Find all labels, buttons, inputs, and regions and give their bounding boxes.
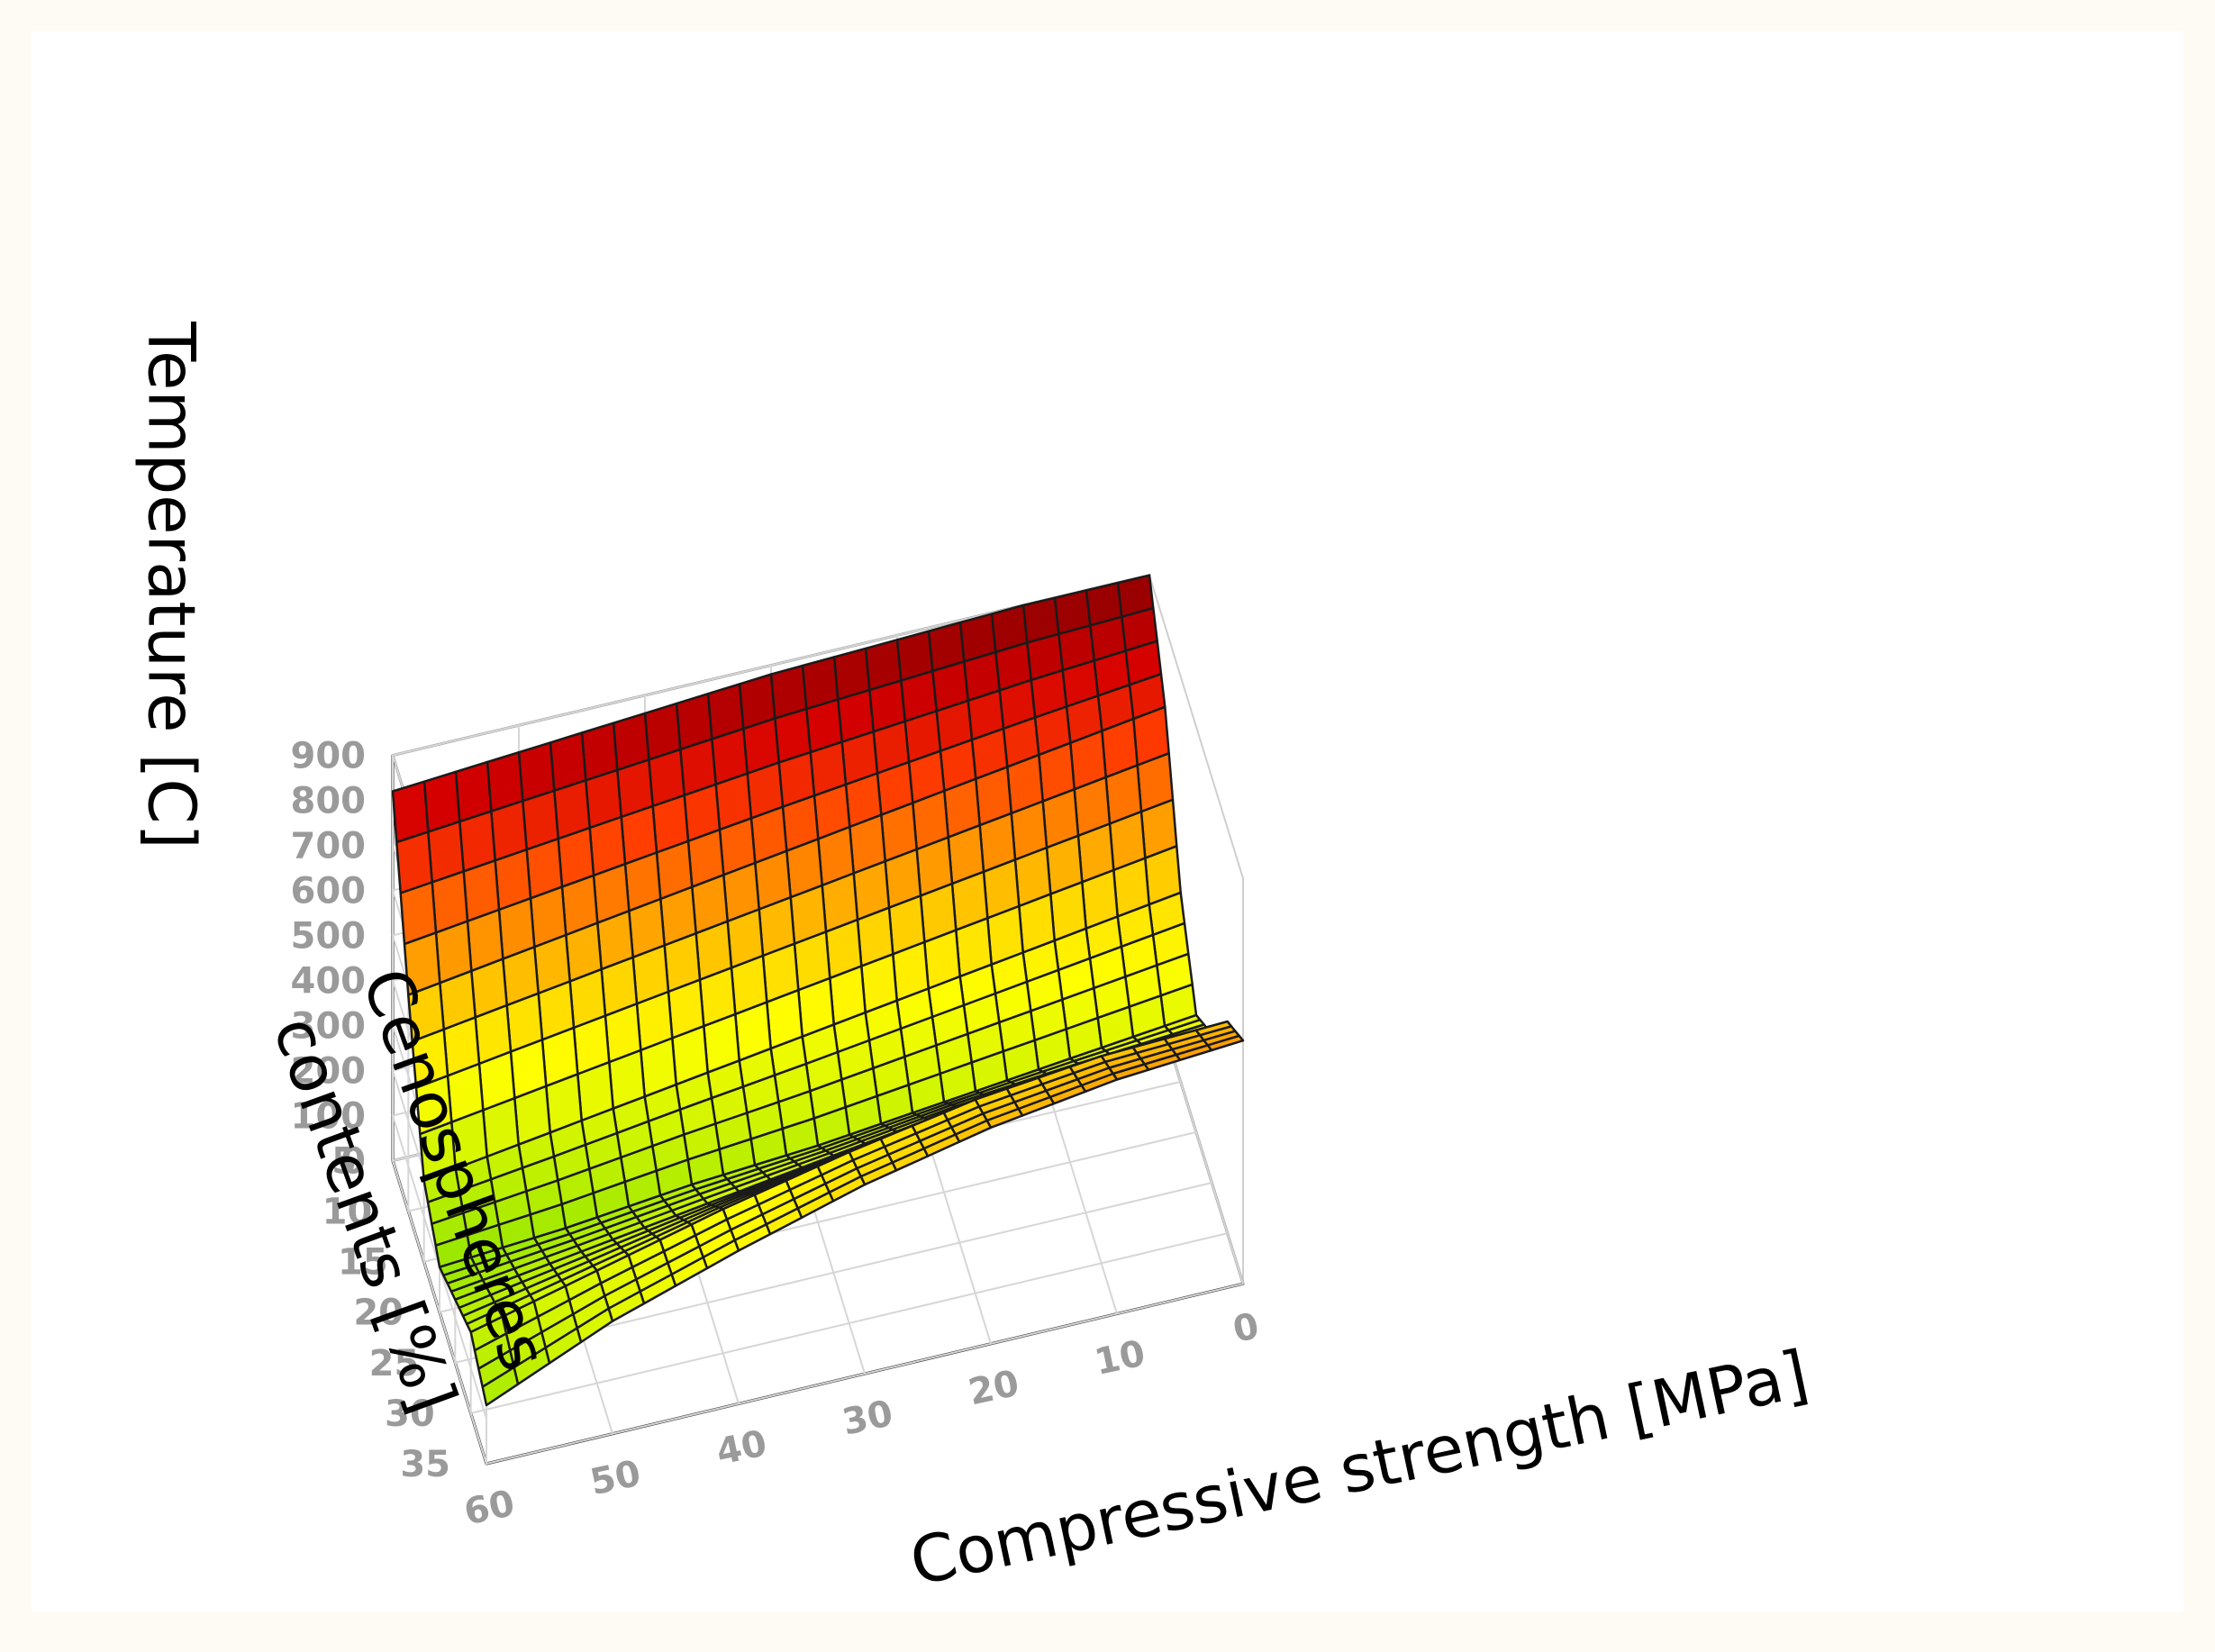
y-tick-label: 35 bbox=[400, 1444, 450, 1485]
z-tick-label: 300 bbox=[290, 1005, 366, 1047]
surface-mesh bbox=[391, 574, 1245, 1407]
z-axis-title: Temperature [C] bbox=[133, 321, 209, 849]
y-tick-label: 10 bbox=[322, 1192, 373, 1233]
z-tick-label: 500 bbox=[290, 915, 366, 957]
x-tick-label: 30 bbox=[839, 1393, 896, 1444]
y-tick-label: 15 bbox=[338, 1242, 388, 1284]
z-tick-label: 400 bbox=[290, 960, 366, 1002]
z-tick-label: 600 bbox=[290, 870, 366, 912]
z-tick-label: 200 bbox=[290, 1050, 366, 1092]
x-tick-label: 60 bbox=[460, 1483, 518, 1534]
y-tick-label: 25 bbox=[369, 1343, 420, 1384]
y-tick-label: 20 bbox=[353, 1293, 404, 1334]
z-tick-label: 900 bbox=[290, 735, 366, 776]
z-tick-label: 0 bbox=[340, 1140, 366, 1182]
x-tick-label: 50 bbox=[586, 1453, 644, 1504]
z-tick-label: 800 bbox=[290, 780, 366, 821]
z-tick-label: 100 bbox=[290, 1095, 366, 1137]
surface-cell bbox=[481, 1366, 520, 1407]
x-tick-label: 20 bbox=[965, 1363, 1022, 1414]
y-tick-label: 30 bbox=[385, 1393, 435, 1435]
x-tick-label: 40 bbox=[713, 1422, 770, 1474]
y-tick-label: 5 bbox=[331, 1140, 357, 1182]
z-tick-label: 700 bbox=[290, 825, 366, 867]
x-tick-label: 10 bbox=[1091, 1332, 1148, 1384]
